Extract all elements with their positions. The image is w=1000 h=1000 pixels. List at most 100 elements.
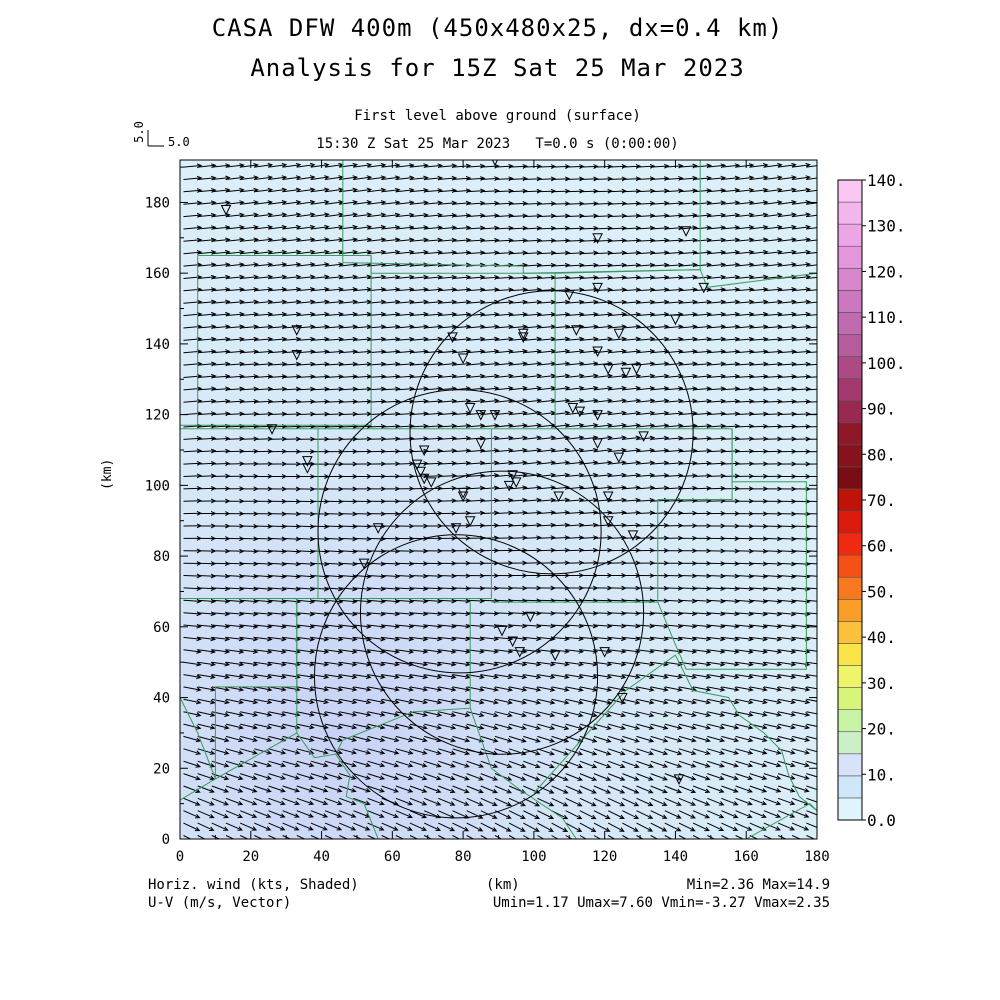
wind-vector (593, 835, 602, 839)
wind-vector (778, 187, 797, 193)
wind-vector (778, 674, 797, 680)
wind-vector (268, 698, 287, 705)
wind-vector (565, 661, 584, 667)
wind-vector (622, 785, 640, 794)
wind-vector (593, 225, 613, 231)
wind-vector (692, 735, 711, 743)
wind-vector (707, 686, 726, 692)
x-tick-label: 60 (384, 849, 401, 865)
wind-vector (608, 686, 627, 692)
wind-vector (806, 376, 817, 378)
wind-vector (480, 822, 498, 832)
wind-vector (268, 399, 288, 404)
wind-vector (579, 250, 599, 256)
county-boundary (555, 269, 817, 288)
wind-vector (353, 175, 373, 181)
wind-vector (268, 549, 288, 554)
vector-field-label: U-V (m/s, Vector) (148, 895, 292, 911)
county-boundary (342, 160, 524, 274)
wind-vector (523, 698, 542, 705)
station-marker (698, 282, 710, 294)
wind-vector (494, 535, 514, 541)
wind-vector (508, 822, 526, 832)
wind-vector (806, 463, 817, 465)
wind-vector (537, 835, 545, 839)
wind-vector (424, 661, 443, 667)
wind-vector (721, 760, 739, 768)
wind-vector (678, 711, 697, 718)
wind-vector (721, 810, 739, 819)
station-marker (457, 487, 469, 499)
station-marker (507, 470, 518, 481)
wind-vector (310, 536, 330, 542)
wind-vector (424, 573, 443, 579)
wind-vector (763, 661, 783, 667)
wind-vector (707, 461, 726, 466)
wind-vector (211, 835, 221, 839)
wind-vector (282, 411, 302, 417)
wind-vector (537, 176, 557, 182)
x-tick-label: 0 (176, 849, 184, 865)
wind-vector (254, 735, 273, 742)
x-tick-label: 160 (734, 849, 759, 865)
wind-vector (664, 698, 683, 705)
wind-vector (735, 423, 755, 429)
wind-vector (509, 238, 528, 243)
wind-vector (225, 698, 245, 705)
wind-vector (664, 686, 683, 692)
wind-vector (608, 773, 626, 781)
station-marker (627, 530, 639, 541)
wind-vector (211, 698, 230, 705)
wind-vector (664, 797, 682, 806)
wind-vector (409, 748, 428, 755)
wind-vector (480, 760, 499, 768)
wind-vector (268, 561, 287, 567)
wind-vector (749, 649, 769, 654)
wind-vector (494, 686, 514, 692)
wind-vector (353, 674, 372, 680)
colorbar-label: 60. (867, 537, 896, 556)
wind-vector (339, 760, 357, 768)
wind-vector (792, 723, 811, 730)
wind-vector (735, 835, 745, 839)
wind-vector (678, 748, 697, 756)
wind-vector (438, 674, 457, 680)
station-marker (638, 431, 649, 442)
wind-vector (310, 735, 329, 742)
wind-vector (579, 225, 599, 231)
wind-vector (650, 785, 668, 794)
wind-vector (607, 810, 625, 820)
station-marker (291, 350, 303, 361)
colorbar-swatch (837, 599, 863, 622)
wind-vector (692, 723, 712, 730)
x-tick-label: 40 (313, 849, 330, 865)
wind-vector (409, 835, 419, 839)
wind-vector (579, 547, 599, 553)
wind-vector (466, 723, 485, 730)
wind-vector (324, 785, 343, 793)
wind-vector (636, 773, 654, 781)
wind-vector (424, 785, 442, 793)
wind-vector (494, 760, 513, 768)
wind-vector (806, 314, 817, 317)
wind-vector (282, 835, 297, 839)
uv-range-label: Umin=1.17 Umax=7.60 Vmin=-3.27 Vmax=2.35 (492, 895, 830, 911)
wind-vector (806, 562, 817, 565)
wind-vector (537, 547, 556, 553)
wind-vector (353, 162, 373, 168)
wind-vector (339, 822, 357, 831)
wind-vector (806, 251, 817, 255)
wind-vector (197, 711, 216, 717)
station-marker (220, 205, 232, 216)
wind-vector (763, 773, 782, 780)
colorbar-swatch (837, 621, 863, 644)
wind-vector (622, 698, 641, 705)
wind-vector (749, 760, 768, 768)
wind-vector (763, 424, 783, 429)
wind-vector (763, 411, 783, 417)
wind-vector (692, 785, 711, 793)
wind-vector (806, 649, 817, 652)
wind-vector (438, 686, 457, 692)
wind-vector (806, 239, 817, 242)
wind-vector (197, 586, 217, 592)
